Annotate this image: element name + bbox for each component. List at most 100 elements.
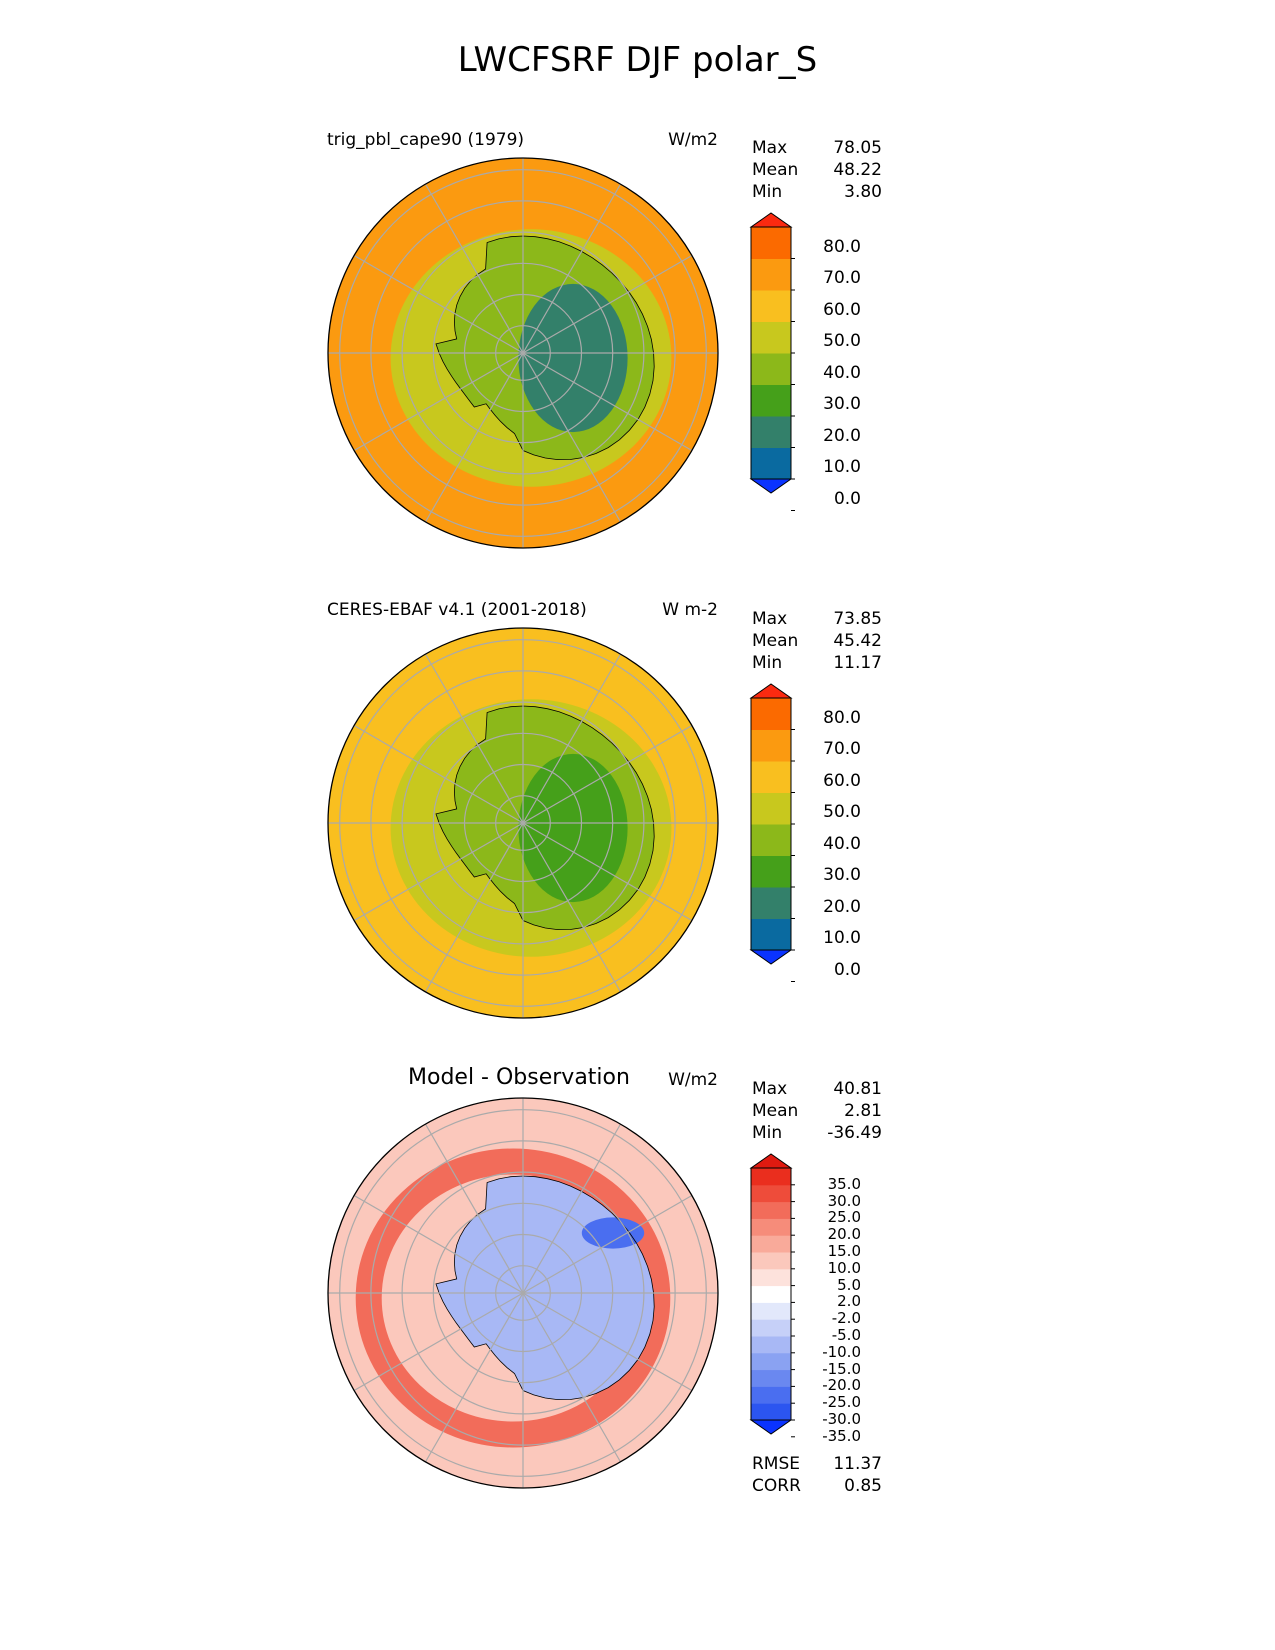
panel-3-units: W/m2 <box>668 1070 718 1090</box>
colorbar-tick-label: 70.0 <box>823 268 861 288</box>
graticule <box>328 158 718 548</box>
colorbar-tick-label: 15.0 <box>827 1242 861 1260</box>
colorbar-tick-label: -5.0 <box>831 1326 861 1344</box>
colorbar-tick-label: 2.0 <box>837 1292 861 1311</box>
colorbar-segment <box>751 353 791 385</box>
colorbar-tick-label: -35.0 <box>822 1426 861 1445</box>
graticule <box>328 628 718 1018</box>
meridian-line <box>424 1292 524 1463</box>
colorbar-tick-label: 60.0 <box>823 770 861 791</box>
meridian-line <box>353 352 524 452</box>
colorbar-tick-label: 30.0 <box>827 1191 861 1210</box>
colorbar-difference <box>749 1153 795 1438</box>
colorbar-segment <box>751 1252 791 1270</box>
stat-min: Min 3.80 <box>752 182 882 202</box>
graticule <box>328 1098 718 1488</box>
meridian-line <box>522 1292 693 1392</box>
colorbar-segment <box>751 1285 791 1303</box>
stat-max: Max 78.05 <box>752 138 882 158</box>
colorbar-segment <box>751 1386 791 1404</box>
colorbar-segment <box>751 447 791 480</box>
colorbar-tick-label: 30.0 <box>823 394 861 414</box>
colorbar-tick-label: -15.0 <box>822 1359 861 1378</box>
colorbar-tick-label: -30.0 <box>822 1410 861 1428</box>
meridian-line <box>424 822 524 993</box>
stat-max: Max 40.81 <box>752 1079 882 1099</box>
meridian-line <box>522 822 622 993</box>
colorbar-segment <box>751 258 791 291</box>
colorbar-segment <box>751 698 791 730</box>
colorbar-test <box>749 212 795 511</box>
colorbar-tick-label: 35.0 <box>827 1174 861 1193</box>
colorbar-segment <box>751 1184 791 1203</box>
colorbar-tick-label: 10.0 <box>827 1258 861 1277</box>
colorbar-segment <box>751 1369 791 1387</box>
meridian-line <box>424 352 524 523</box>
interior-east-antarctica <box>518 283 628 433</box>
meridian-line <box>353 1292 524 1392</box>
colorbar-tick-label: -2.0 <box>831 1309 861 1328</box>
colorbar-segment <box>751 792 791 825</box>
colorbar-segment <box>751 1336 791 1354</box>
stat-mean: Mean 45.42 <box>752 631 882 651</box>
interior-east-antarctica <box>518 753 628 903</box>
panel-3-title: Model - Observation <box>408 1065 630 1090</box>
colorbar-segment <box>751 729 791 762</box>
colorbar-segment <box>751 416 791 448</box>
map-boundary <box>327 157 719 549</box>
colorbar-tick-label: 70.0 <box>823 739 861 759</box>
panel-1-units: W/m2 <box>668 130 718 150</box>
meridian-line <box>522 1194 693 1294</box>
colorbar-segment <box>751 855 791 888</box>
meridian-line <box>353 254 524 354</box>
colorbar-frame <box>750 1167 792 1421</box>
colorbar-segment <box>751 1352 791 1371</box>
colorbar-segment <box>751 1218 791 1236</box>
meridian-line <box>522 724 693 824</box>
map-boundary <box>327 627 719 1019</box>
colorbar-tick-label: 40.0 <box>823 833 861 854</box>
meridian-line <box>353 1194 524 1294</box>
colorbar-extend-min <box>749 949 793 965</box>
meridian-line <box>353 822 524 922</box>
colorbar-tick-label: 10.0 <box>823 928 861 948</box>
colorbar-segment <box>751 918 791 951</box>
colorbar-tick-label: 0.0 <box>833 488 861 509</box>
colorbar-tick-label: 50.0 <box>823 802 861 822</box>
figure-title: LWCFSRF DJF polar_S <box>457 40 818 80</box>
colorbar-segment <box>751 1201 791 1219</box>
stat-min: Min 11.17 <box>752 653 882 673</box>
colorbar-tick-label: 10.0 <box>823 457 861 477</box>
meridian-line <box>522 183 622 354</box>
colorbar-segment <box>751 824 791 856</box>
stat-max: Max 73.85 <box>752 609 882 629</box>
meridian-line <box>522 653 622 824</box>
colorbar-tick-label: 60.0 <box>823 299 861 320</box>
colorbar-tick-label: 80.0 <box>823 236 861 257</box>
panel-3-stats: Max 40.81 Mean 2.81 Min -36.49 <box>752 1078 882 1144</box>
meridian-line <box>522 254 693 354</box>
stat-min: Min -36.49 <box>752 1123 882 1143</box>
colorbar-extend-min <box>749 1419 793 1435</box>
colorbar-segment <box>751 321 791 354</box>
colorbar-segment <box>751 227 791 259</box>
metric-corr: CORR 0.85 <box>752 1476 882 1496</box>
meridian-line <box>424 183 524 354</box>
colorbar-tick-label: 25.0 <box>827 1208 861 1227</box>
panel-3-metrics: RMSE 11.37 CORR 0.85 <box>752 1453 882 1497</box>
colorbar-segment <box>751 887 791 919</box>
colorbar-extend-min <box>749 478 793 494</box>
meridian-line <box>353 724 524 824</box>
colorbar-tick-label: 20.0 <box>823 425 861 446</box>
metric-rmse: RMSE 11.37 <box>752 1454 882 1474</box>
colorbar-segment <box>751 1168 791 1186</box>
colorbar-tick-label: 5.0 <box>837 1275 861 1294</box>
colorbar-extend-max <box>749 683 793 699</box>
colorbar-segment <box>751 290 791 322</box>
panel-2-stats: Max 73.85 Mean 45.42 Min 11.17 <box>752 608 882 674</box>
east-antarctic-coast <box>581 1217 645 1249</box>
meridian-line <box>424 653 524 824</box>
panel-1-stats: Max 78.05 Mean 48.22 Min 3.80 <box>752 137 882 203</box>
colorbar-extend-max <box>749 1153 793 1169</box>
meridian-line <box>522 352 693 452</box>
